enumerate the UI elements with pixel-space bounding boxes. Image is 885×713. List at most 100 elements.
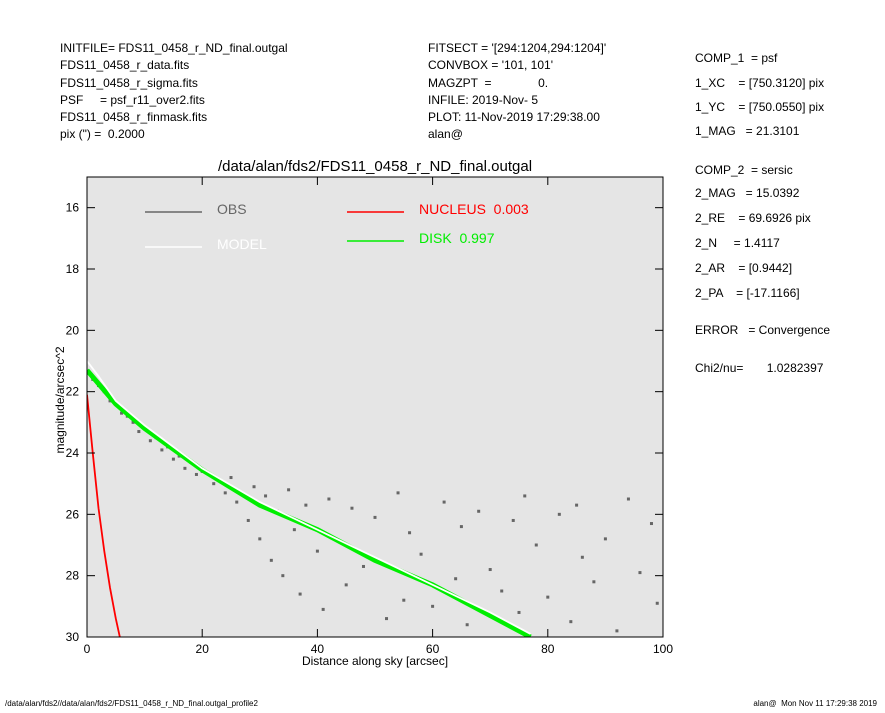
obs-point [327,497,331,501]
y-tick-label: 30 [66,630,80,644]
info-right-line: 1_MAG = 21.3101 [695,124,800,138]
info-middle-line: CONVBOX = '101, 101' [428,58,553,72]
obs-point [160,448,164,452]
info-right-line: 1_XC = [750.3120] pix [695,76,824,90]
obs-point [298,592,302,596]
legend-label: MODEL [217,236,267,252]
obs-point [408,531,412,535]
obs-point [638,571,642,575]
obs-point [546,595,550,599]
obs-point [534,543,538,547]
obs-point [615,629,619,633]
obs-point [517,610,521,614]
info-right-line: 2_AR = [0.9442] [695,261,792,275]
profile-line [87,360,531,635]
obs-point [575,503,579,507]
obs-point [626,497,630,501]
obs-point [402,598,406,602]
obs-point [321,607,325,611]
obs-point [304,503,308,507]
y-tick-label: 22 [66,385,80,399]
obs-point [465,623,469,627]
obs-point [350,506,354,510]
plot-background [87,177,663,637]
obs-point [649,522,653,526]
obs-point [235,500,239,504]
info-right-line: 1_YC = [750.0550] pix [695,100,824,114]
y-tick-label: 26 [66,507,80,521]
obs-point [287,488,291,492]
obs-point [431,604,435,608]
legend-label: NUCLEUS 0.003 [419,201,529,217]
obs-point [131,420,135,424]
obs-point [344,583,348,587]
obs-point [137,430,141,434]
obs-point [258,537,262,541]
obs-point [580,555,584,559]
info-right-line: COMP_1 = psf [695,51,778,65]
obs-point [373,515,377,519]
y-tick-label: 16 [66,201,80,215]
info-right-line: 2_MAG = 15.0392 [695,186,800,200]
obs-point [511,518,515,522]
obs-point [148,439,152,443]
obs-point [252,485,256,489]
info-middle-line: alan@ [428,127,463,141]
y-tick-label: 20 [66,323,80,337]
obs-point [315,549,319,553]
info-left-line: PSF = psf_r11_over2.fits [60,93,205,107]
obs-point [269,558,273,562]
info-left-line: FDS11_0458_r_data.fits [60,58,189,72]
obs-point [500,589,504,593]
obs-point [592,580,596,584]
obs-point [454,577,458,581]
footer-right: alan@ Mon Nov 11 17:29:38 2019 [753,699,877,708]
info-right-line: 2_N = 1.4117 [695,236,780,250]
legend-label: OBS [217,201,247,217]
x-tick-label: 100 [653,642,673,656]
obs-point [396,491,400,495]
obs-point [557,512,561,516]
info-right-line: Chi2/nu= 1.0282397 [695,361,824,375]
obs-point [292,528,296,532]
obs-point [264,494,268,498]
profile-line [87,368,532,637]
info-middle-line: FITSECT = '[294:1204,294:1204]' [428,41,606,55]
x-axis-label: Distance along sky [arcsec] [302,654,448,668]
obs-point [281,574,285,578]
info-right-line: COMP_2 = sersic [695,163,793,177]
footer-left: /data/alan/fds2//data/alan/fds2/FDS11_04… [5,699,258,708]
chart-title: /data/alan/fds2/FDS11_0458_r_ND_final.ou… [218,158,532,175]
x-tick-label: 0 [84,642,91,656]
obs-point [459,525,463,529]
obs-point [246,518,250,522]
obs-point [223,491,227,495]
plot-frame [86,176,664,638]
obs-point [171,457,175,461]
x-tick-label: 60 [426,642,440,656]
info-right-line: 2_RE = 69.6926 pix [695,211,811,225]
x-tick-label: 20 [196,642,210,656]
obs-point [569,620,573,624]
obs-point [603,537,607,541]
obs-point [120,411,124,415]
y-tick-label: 28 [66,569,80,583]
obs-point [419,552,423,556]
obs-point [212,482,216,486]
info-middle-line: INFILE: 2019-Nov- 5 [428,93,538,107]
info-middle-line: PLOT: 11-Nov-2019 17:29:38.00 [428,110,600,124]
obs-point [229,476,233,480]
x-tick-label: 80 [541,642,555,656]
obs-point [442,500,446,504]
info-left-line: FDS11_0458_r_sigma.fits [60,76,198,90]
obs-point [183,466,187,470]
legend-label: DISK 0.997 [419,230,495,246]
obs-point [385,617,389,621]
info-left-line: INITFILE= FDS11_0458_r_ND_final.outgal [60,41,288,55]
x-tick-label: 40 [311,642,325,656]
info-right-line: 2_PA = [-17.1166] [695,286,800,300]
obs-point [523,494,527,498]
y-tick-label: 24 [66,446,80,460]
obs-point [655,601,659,605]
